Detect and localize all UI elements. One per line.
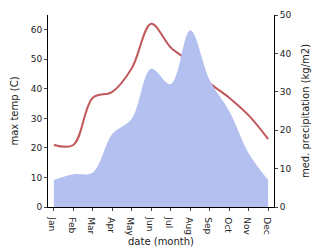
svg-text:30: 30 [31, 114, 43, 124]
svg-text:Jun: Jun [145, 216, 155, 231]
svg-text:Apr: Apr [106, 217, 116, 233]
svg-text:40: 40 [280, 49, 292, 59]
svg-text:Oct: Oct [223, 217, 233, 233]
svg-text:Nov: Nov [242, 217, 252, 235]
svg-text:0: 0 [280, 202, 286, 212]
svg-text:20: 20 [280, 125, 292, 135]
svg-text:0: 0 [36, 202, 42, 212]
svg-text:Dec: Dec [262, 217, 272, 234]
svg-text:Jan: Jan [47, 216, 57, 231]
svg-text:10: 10 [31, 173, 43, 183]
svg-text:med. precipitation (kg/m2): med. precipitation (kg/m2) [300, 44, 311, 178]
svg-text:10: 10 [280, 164, 292, 174]
svg-text:May: May [125, 217, 135, 236]
svg-text:max temp (C): max temp (C) [9, 76, 20, 145]
svg-text:Mar: Mar [86, 217, 96, 234]
svg-text:60: 60 [31, 25, 43, 35]
svg-text:Feb: Feb [67, 217, 77, 233]
svg-text:Sep: Sep [203, 217, 213, 234]
svg-text:30: 30 [280, 87, 292, 97]
svg-text:20: 20 [31, 143, 43, 153]
svg-text:40: 40 [31, 84, 43, 94]
svg-text:50: 50 [31, 54, 43, 64]
svg-text:Jul: Jul [164, 216, 174, 228]
svg-text:date (month): date (month) [128, 236, 194, 247]
svg-text:50: 50 [280, 10, 292, 20]
svg-text:Aug: Aug [184, 217, 194, 235]
